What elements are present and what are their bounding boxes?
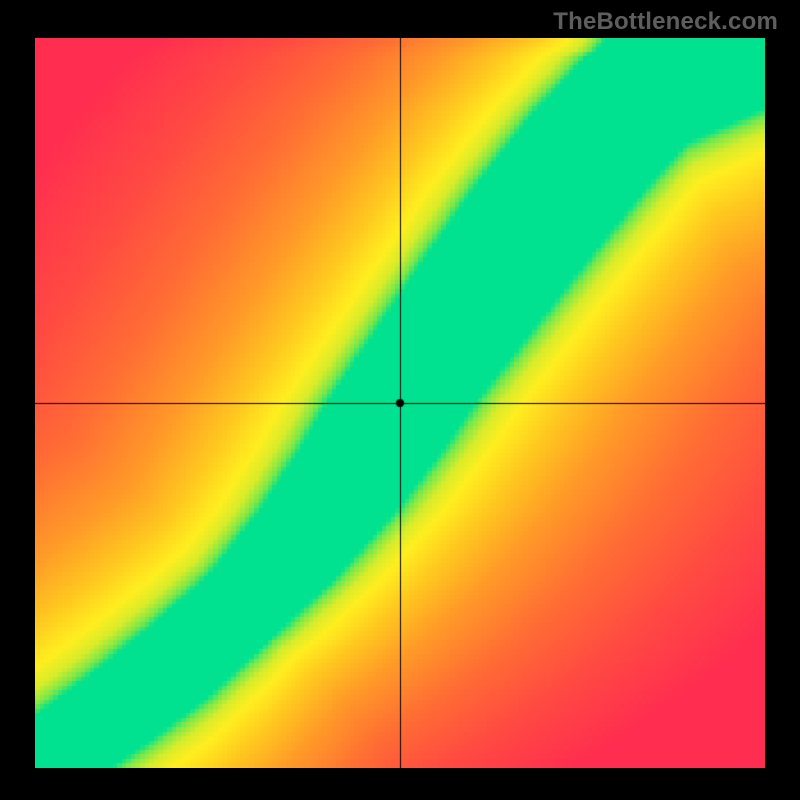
- bottleneck-heatmap: [35, 38, 765, 768]
- watermark-text: TheBottleneck.com: [553, 8, 778, 36]
- figure-frame: TheBottleneck.com: [0, 0, 800, 800]
